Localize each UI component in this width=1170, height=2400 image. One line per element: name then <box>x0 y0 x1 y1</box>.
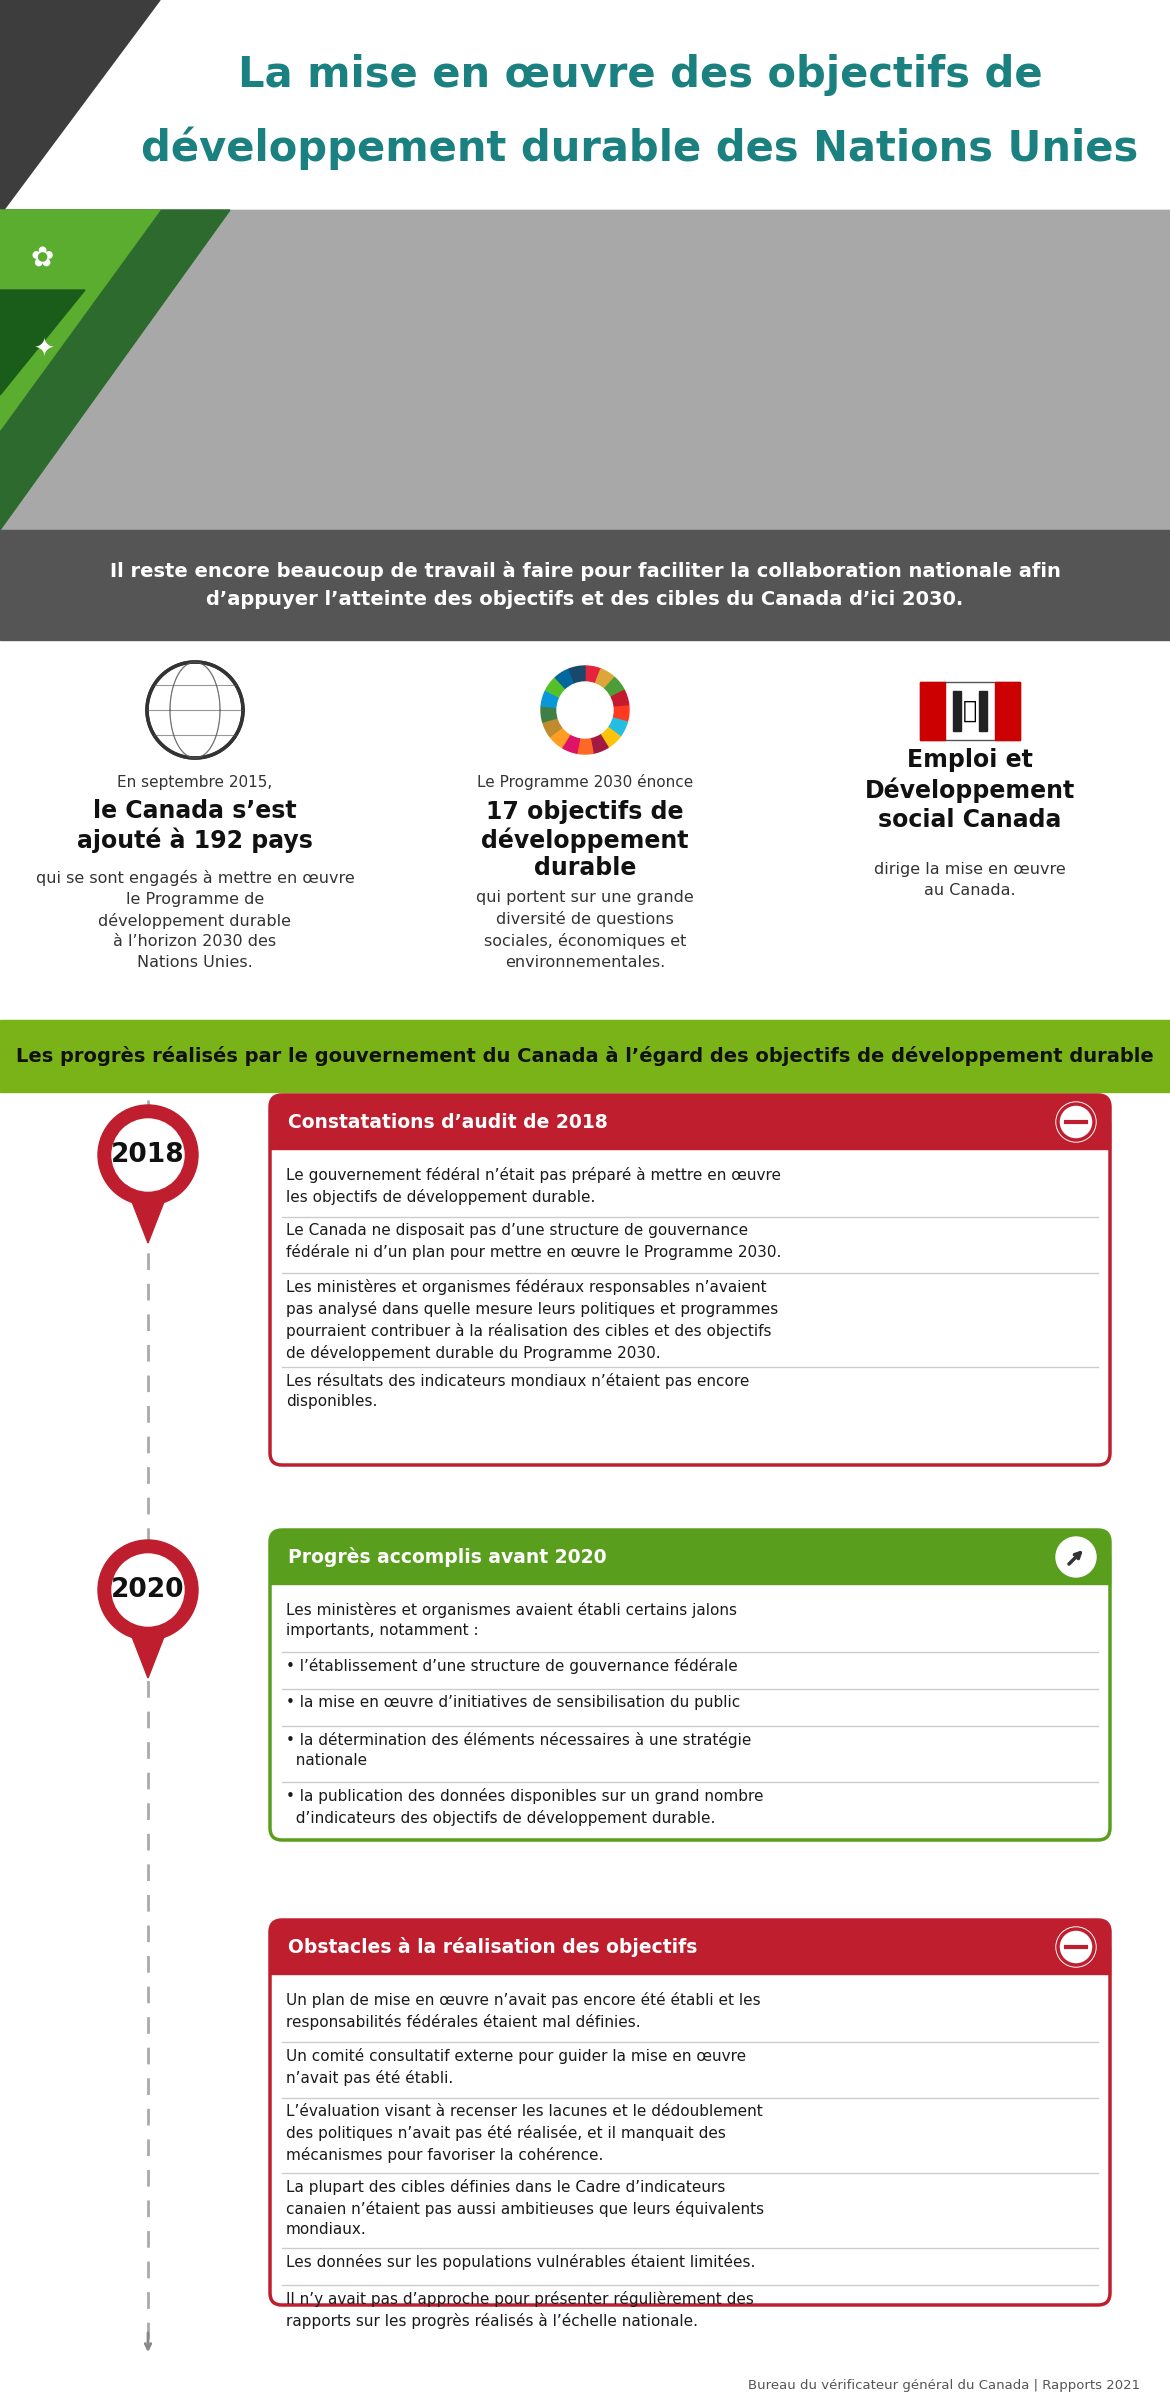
Circle shape <box>98 1541 198 1639</box>
Bar <box>0 209 1170 530</box>
Polygon shape <box>542 691 560 708</box>
Bar <box>920 682 945 739</box>
Text: • la détermination des éléments nécessaires à une stratégie
  nationale: • la détermination des éléments nécessai… <box>285 1733 751 1769</box>
Polygon shape <box>590 734 608 754</box>
Circle shape <box>1057 1102 1096 1142</box>
Bar <box>0 641 1170 1020</box>
Text: Un plan de mise en œuvre n’avait pas encore été établi et les
responsabilités fé: Un plan de mise en œuvre n’avait pas enc… <box>285 1992 760 2030</box>
Bar <box>270 1121 1110 1150</box>
Circle shape <box>1058 1104 1094 1140</box>
Polygon shape <box>541 706 558 722</box>
Polygon shape <box>577 737 593 754</box>
Text: qui portent sur une grande
diversité de questions
sociales, économiques et
envir: qui portent sur une grande diversité de … <box>476 890 694 970</box>
FancyBboxPatch shape <box>270 1531 1110 1841</box>
Text: Il n’y avait pas d’approche pour présenter régulièrement des
rapports sur les pr: Il n’y avait pas d’approche pour présent… <box>285 2292 753 2328</box>
Text: Les résultats des indicateurs mondiaux n’étaient pas encore
disponibles.: Les résultats des indicateurs mondiaux n… <box>285 1373 749 1409</box>
Text: Les progrès réalisés par le gouvernement du Canada à l’égard des objectifs de dé: Les progrès réalisés par le gouvernement… <box>16 1046 1154 1066</box>
FancyBboxPatch shape <box>270 1920 1110 2304</box>
Bar <box>994 682 1020 739</box>
Polygon shape <box>125 1186 171 1243</box>
Text: ✦: ✦ <box>34 338 55 362</box>
Polygon shape <box>125 1620 171 1678</box>
Bar <box>270 1946 1110 1973</box>
Circle shape <box>98 1104 198 1205</box>
Bar <box>0 0 1170 209</box>
Polygon shape <box>610 691 628 708</box>
Text: 2018: 2018 <box>111 1142 185 1169</box>
Text: 17 objectifs de
développement
durable: 17 objectifs de développement durable <box>481 799 689 881</box>
Polygon shape <box>562 734 580 754</box>
Polygon shape <box>0 209 160 430</box>
Bar <box>0 209 1170 530</box>
Polygon shape <box>550 727 570 746</box>
Polygon shape <box>545 677 566 698</box>
Text: La mise en œuvre des objectifs de: La mise en œuvre des objectifs de <box>238 53 1042 96</box>
Text: qui se sont engagés à mettre en œuvre
le Programme de
développement durable
à l’: qui se sont engagés à mettre en œuvre le… <box>35 871 355 970</box>
Polygon shape <box>0 290 85 396</box>
Polygon shape <box>0 0 160 216</box>
Text: • la publication des données disponibles sur un grand nombre
  d’indicateurs des: • la publication des données disponibles… <box>285 1788 764 1826</box>
Bar <box>920 682 1020 739</box>
Polygon shape <box>556 670 574 689</box>
Text: La plupart des cibles définies dans le Cadre d’indicateurs
canaien n’étaient pas: La plupart des cibles définies dans le C… <box>285 2179 764 2237</box>
FancyBboxPatch shape <box>270 1531 1110 1584</box>
Polygon shape <box>569 665 585 684</box>
Text: Le gouvernement fédéral n’était pas préparé à mettre en œuvre
les objectifs de d: Le gouvernement fédéral n’était pas prép… <box>285 1166 782 1205</box>
Bar <box>954 691 961 732</box>
Circle shape <box>147 662 243 758</box>
FancyBboxPatch shape <box>270 1094 1110 1150</box>
Text: Les ministères et organismes avaient établi certains jalons
importants, notammen: Les ministères et organismes avaient éta… <box>285 1603 737 1639</box>
Circle shape <box>112 1555 184 1627</box>
Bar <box>979 691 987 732</box>
Polygon shape <box>0 209 230 530</box>
FancyBboxPatch shape <box>270 1094 1110 1464</box>
Bar <box>0 1020 1170 1092</box>
Text: Un comité consultatif externe pour guider la mise en œuvre
n’avait pas été établ: Un comité consultatif externe pour guide… <box>285 2047 746 2086</box>
Polygon shape <box>600 727 620 746</box>
Text: Progrès accomplis avant 2020: Progrès accomplis avant 2020 <box>288 1548 606 1567</box>
Circle shape <box>557 682 613 739</box>
Circle shape <box>1057 1927 1096 1968</box>
Text: Les données sur les populations vulnérables étaient limitées.: Les données sur les populations vulnérab… <box>285 2254 756 2270</box>
Text: Emploi et
Développement
social Canada: Emploi et Développement social Canada <box>865 749 1075 833</box>
Polygon shape <box>607 718 627 737</box>
Polygon shape <box>612 706 629 722</box>
Text: • l’établissement d’une structure de gouvernance fédérale: • l’établissement d’une structure de gou… <box>285 1658 738 1675</box>
Text: • la mise en œuvre d’initiatives de sensibilisation du public: • la mise en œuvre d’initiatives de sens… <box>285 1694 741 1709</box>
Text: le Canada s’est
ajouté à 192 pays: le Canada s’est ajouté à 192 pays <box>77 799 312 854</box>
Bar <box>270 1558 1110 1584</box>
Text: Les ministères et organismes fédéraux responsables n’avaient
pas analysé dans qu: Les ministères et organismes fédéraux re… <box>285 1279 778 1361</box>
Polygon shape <box>543 718 563 737</box>
Text: Le Programme 2030 énonce: Le Programme 2030 énonce <box>477 773 693 790</box>
Circle shape <box>1058 1930 1094 1966</box>
Text: Obstacles à la réalisation des objectifs: Obstacles à la réalisation des objectifs <box>288 1937 697 1956</box>
Text: Il reste encore beaucoup de travail à faire pour faciliter la collaboration nati: Il reste encore beaucoup de travail à fa… <box>110 562 1060 610</box>
Text: dirige la mise en œuvre
au Canada.: dirige la mise en œuvre au Canada. <box>874 862 1066 898</box>
Text: L’évaluation visant à recenser les lacunes et le dédoublement
des politiques n’a: L’évaluation visant à recenser les lacun… <box>285 2105 763 2162</box>
Text: En septembre 2015,: En septembre 2015, <box>117 775 273 790</box>
Text: Bureau du vérificateur général du Canada | Rapports 2021: Bureau du vérificateur général du Canada… <box>748 2378 1140 2390</box>
Text: Le Canada ne disposait pas d’une structure de gouvernance
fédérale ni d’un plan : Le Canada ne disposait pas d’une structu… <box>285 1224 782 1260</box>
Polygon shape <box>585 665 601 684</box>
Circle shape <box>1057 1536 1096 1577</box>
Text: 2020: 2020 <box>111 1577 185 1603</box>
Bar <box>0 530 1170 641</box>
Text: Constatations d’audit de 2018: Constatations d’audit de 2018 <box>288 1114 607 1130</box>
Text: 🍁: 🍁 <box>963 698 977 722</box>
FancyBboxPatch shape <box>270 1920 1110 1973</box>
Polygon shape <box>596 670 614 689</box>
Text: ✿: ✿ <box>30 245 54 271</box>
Polygon shape <box>604 677 625 698</box>
Text: développement durable des Nations Unies: développement durable des Nations Unies <box>142 127 1138 170</box>
Circle shape <box>112 1118 184 1190</box>
